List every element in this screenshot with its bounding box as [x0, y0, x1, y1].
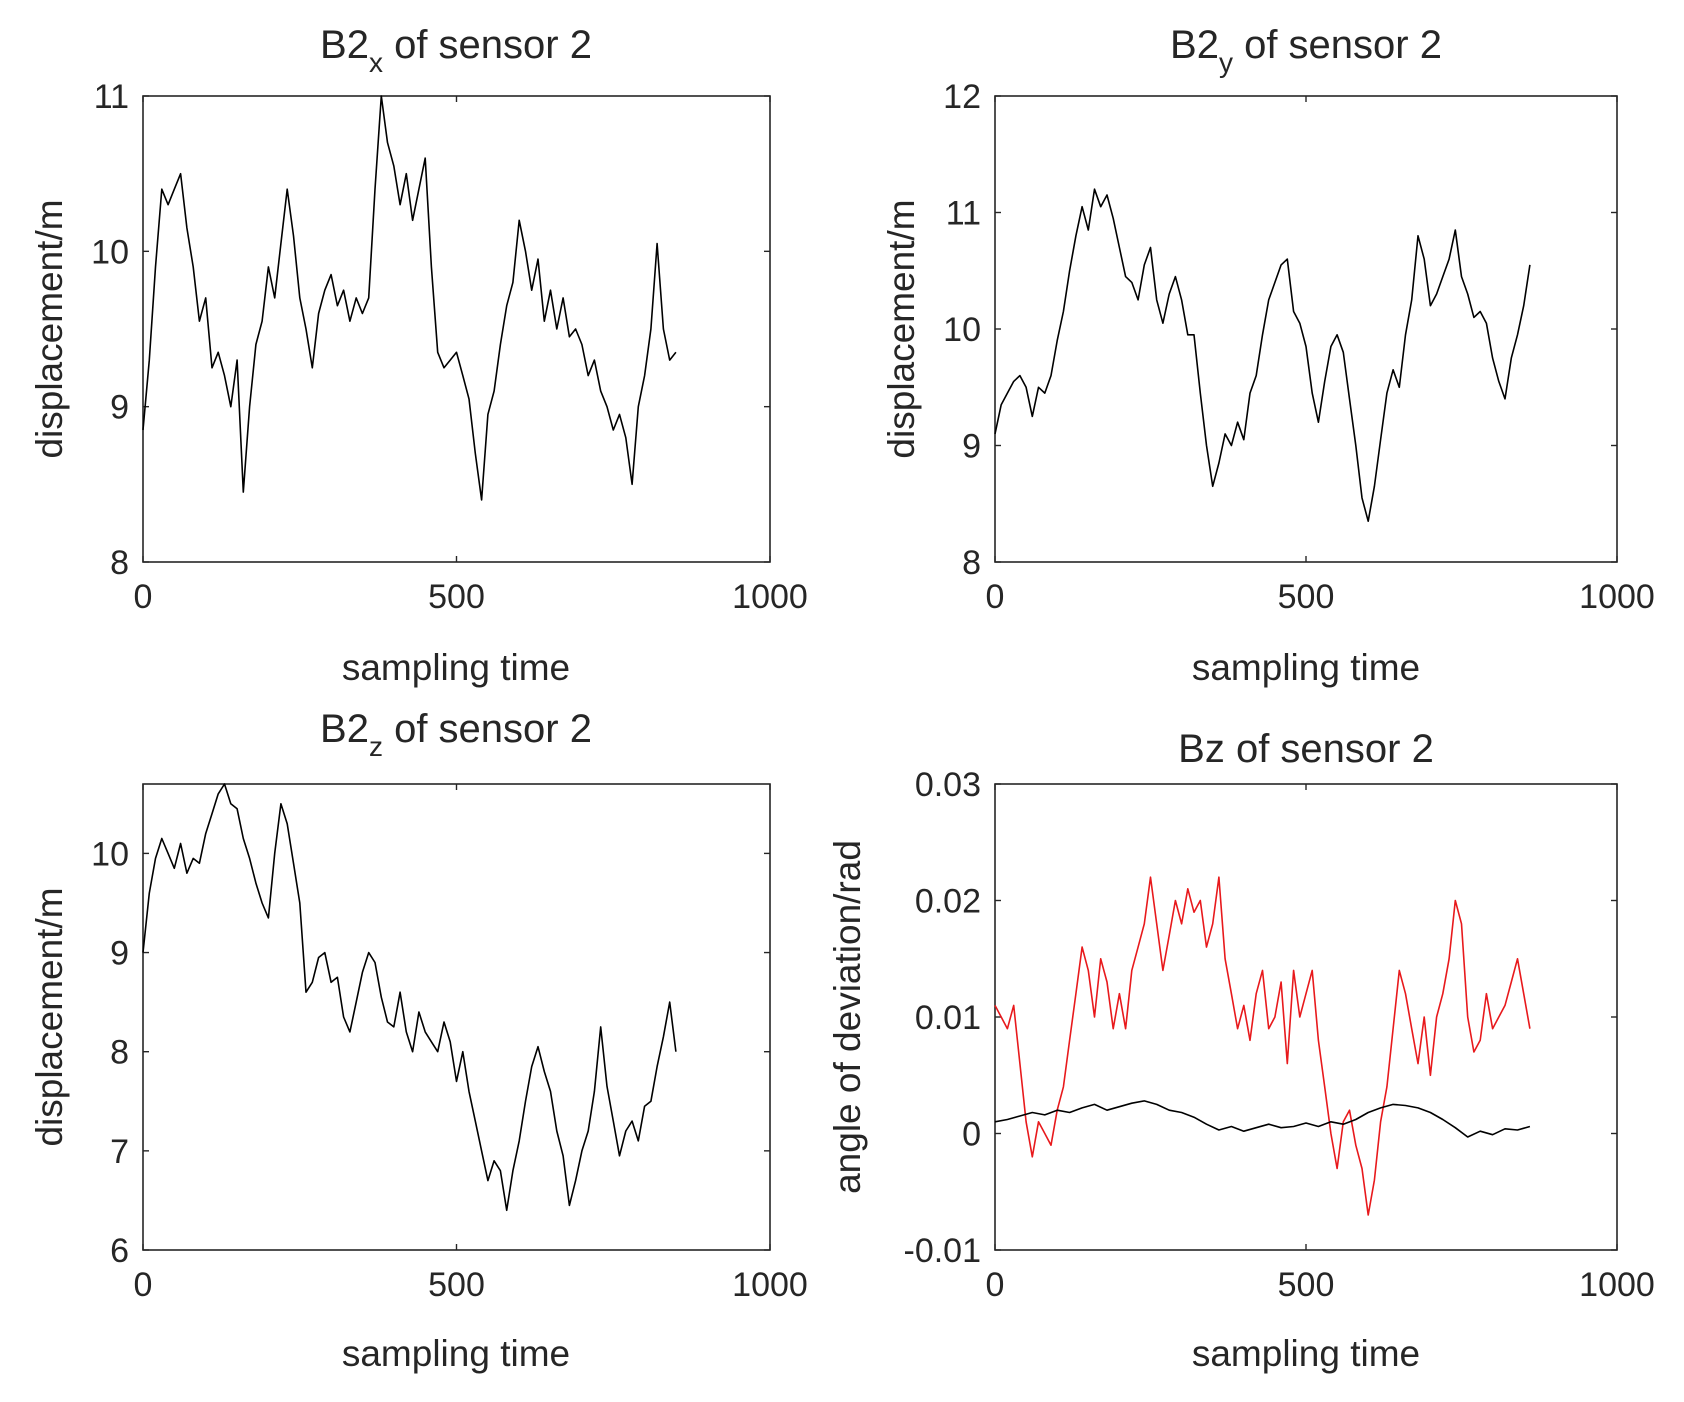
panel-b2z-lines	[142, 783, 677, 1212]
panel-b2z-ytick-label-3: 9	[110, 935, 129, 973]
panel-b2y-lines	[994, 188, 1531, 523]
panel-b2x-ylabel: displacement/m	[29, 199, 70, 458]
panel-b2y-xtick-label-0: 0	[986, 578, 1005, 616]
panel-b2z-xtick-label-0: 0	[134, 1266, 153, 1304]
panel-b2x-lines	[142, 95, 677, 501]
panel-b2z-xtick-label-1: 500	[428, 1266, 485, 1304]
panel-b2x-ticks: 0 500 1000 8 9 10 11	[91, 78, 808, 616]
panel-bz-ytick-label-4: 0.03	[915, 766, 981, 804]
panel-bz-xtick-label-2: 1000	[1579, 1266, 1655, 1304]
panel-b2y-ticks: 0 500 1000 8 9 10 11 12	[943, 78, 1655, 616]
panel-b2z-ytick-label-1: 7	[110, 1133, 129, 1171]
panel-b2z-ytick-label-4: 10	[91, 835, 129, 873]
panel-bz-series-true	[994, 1100, 1531, 1138]
panel-bz-ytick-label-2: 0.01	[915, 999, 981, 1037]
panel-b2x-series-B2x	[142, 95, 677, 501]
panel-b2z: B2z of sensor 2 0 500 1000 6 7 8 9 10 sampling …	[29, 707, 808, 1374]
panel-bz-lines	[994, 876, 1531, 1216]
panel-b2x-ytick-label-2: 10	[91, 233, 129, 271]
panel-b2y-xtick-label-2: 1000	[1579, 578, 1655, 616]
panel-bz-ytick-label-3: 0.02	[915, 883, 981, 921]
panel-b2x-xtick-label-1: 500	[428, 578, 485, 616]
panel-bz-xtick-label-0: 0	[986, 1266, 1005, 1304]
panel-b2z-xtick-label-2: 1000	[732, 1266, 808, 1304]
panel-b2x-xlabel: sampling time	[342, 647, 570, 688]
panel-b2z-series-B2z	[142, 783, 677, 1212]
panel-b2y-ytick-label-4: 12	[943, 78, 981, 116]
panel-bz-xtick-label-1: 500	[1278, 1266, 1335, 1304]
panel-b2z-ytick-label-2: 8	[110, 1034, 129, 1072]
panel-b2y-ytick-label-2: 10	[943, 311, 981, 349]
panel-b2y-ytick-label-0: 8	[962, 544, 981, 582]
panel-b2y-xtick-label-1: 500	[1278, 578, 1335, 616]
panel-b2y-ytick-label-1: 9	[962, 428, 981, 466]
panel-b2z-ylabel: displacement/m	[29, 887, 70, 1146]
panel-b2x-title: B2x of sensor 2	[320, 23, 592, 78]
panel-bz-ytick-label-1: 0	[962, 1116, 981, 1154]
panel-bz-ytick-label-0: -0.01	[904, 1232, 982, 1270]
panel-b2x-xtick-label-2: 1000	[732, 578, 808, 616]
panel-bz-xlabel: sampling time	[1192, 1333, 1420, 1374]
panel-b2x-ytick-label-1: 9	[110, 389, 129, 427]
panel-b2y-ytick-label-3: 11	[946, 195, 981, 233]
panel-b2z-title: B2z of sensor 2	[320, 707, 592, 762]
panel-b2y-xlabel: sampling time	[1192, 647, 1420, 688]
panel-b2z-ytick-label-0: 6	[110, 1232, 129, 1270]
panel-bz: Bz of sensor 2 0 500 1000-0.0100.010.020.0…	[827, 727, 1655, 1374]
panel-b2x-xtick-label-0: 0	[134, 578, 153, 616]
panel-b2x-ytick-label-0: 8	[110, 544, 129, 582]
panel-bz-series-estimated	[994, 876, 1531, 1216]
panel-b2x: B2x of sensor 2 0 500 1000 8 9 10 11 sampling …	[29, 23, 808, 688]
panel-b2y-title: B2y of sensor 2	[1170, 23, 1442, 78]
panel-bz-title: Bz of sensor 2	[1178, 727, 1434, 771]
panel-b2y-ylabel: displacement/m	[881, 199, 922, 458]
panel-b2x-ytick-label-3: 11	[94, 78, 129, 116]
panel-b2y: B2y of sensor 2 0 500 1000 8 9 10 11 12 samplin…	[881, 23, 1655, 688]
panel-b2y-series-B2y	[994, 188, 1531, 523]
panel-b2z-ticks: 0 500 1000 6 7 8 9 10	[91, 784, 808, 1304]
panel-b2z-xlabel: sampling time	[342, 1333, 570, 1374]
panel-bz-ylabel: angle of deviation/rad	[827, 840, 868, 1194]
